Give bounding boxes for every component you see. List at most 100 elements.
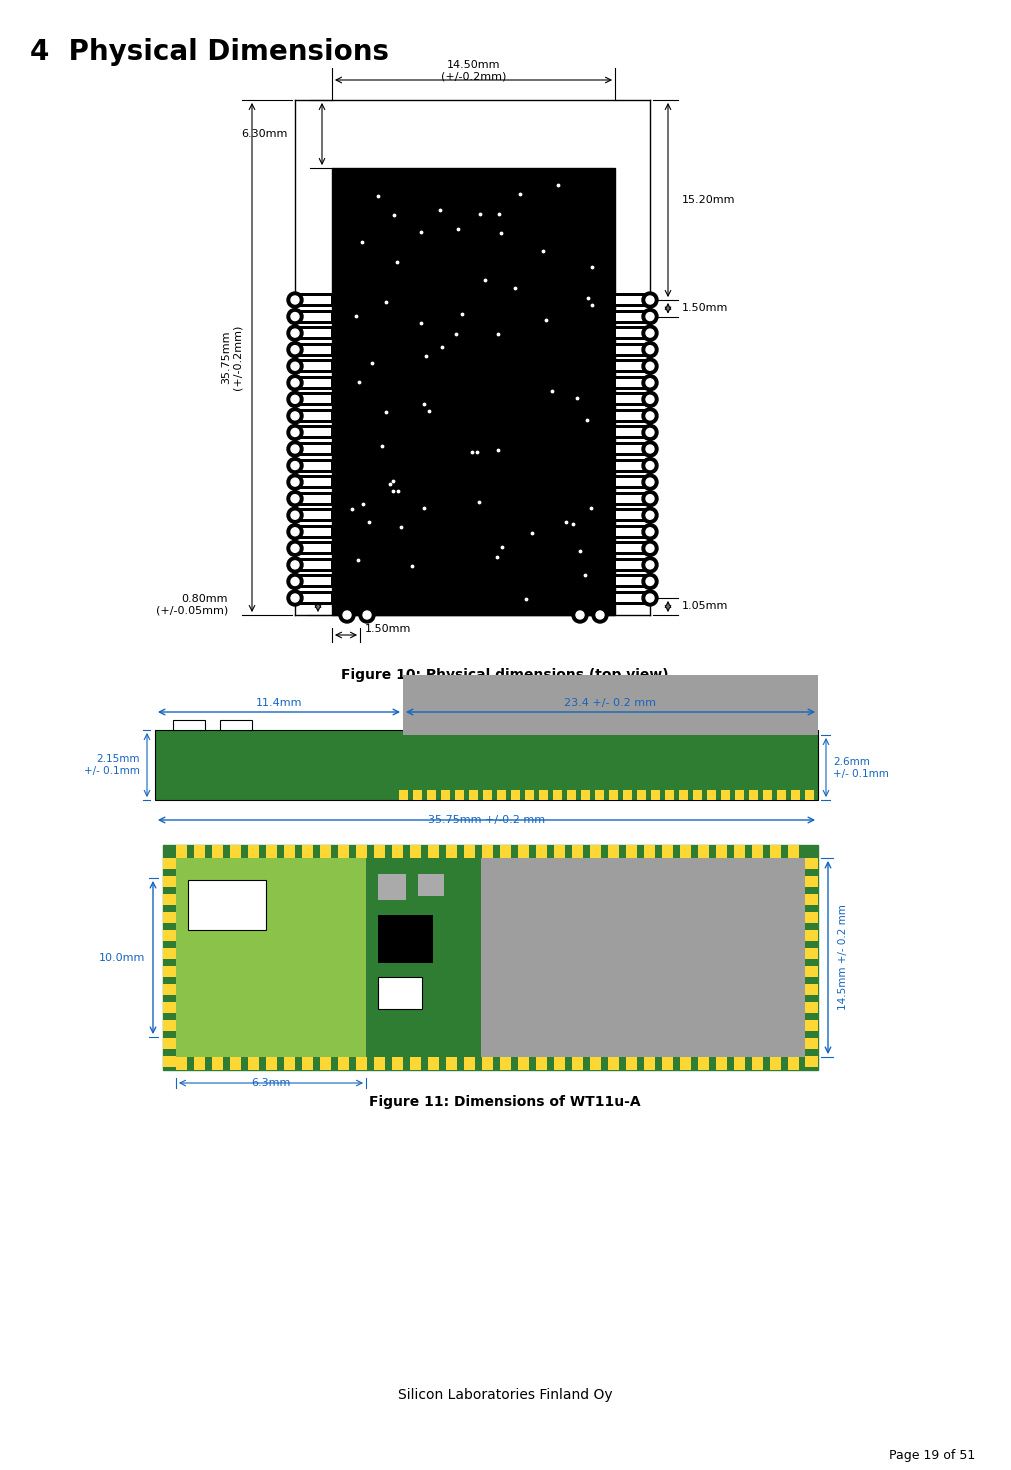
Bar: [615, 409, 650, 423]
Bar: [615, 591, 650, 606]
Bar: [163, 1055, 176, 1067]
Bar: [320, 845, 331, 858]
Circle shape: [291, 528, 299, 535]
Bar: [188, 881, 266, 931]
Bar: [716, 1057, 727, 1070]
Bar: [163, 858, 176, 869]
Bar: [590, 1057, 601, 1070]
Bar: [374, 1057, 385, 1070]
Bar: [163, 1038, 176, 1050]
Bar: [464, 845, 475, 858]
Bar: [295, 541, 332, 556]
Bar: [176, 1057, 187, 1070]
Circle shape: [642, 589, 658, 606]
Circle shape: [642, 507, 658, 523]
Bar: [518, 845, 529, 858]
Circle shape: [291, 544, 299, 553]
Bar: [595, 789, 604, 800]
Bar: [163, 876, 176, 886]
Text: 1.05mm: 1.05mm: [682, 601, 728, 612]
Circle shape: [642, 425, 658, 441]
Bar: [446, 1057, 457, 1070]
Bar: [482, 845, 493, 858]
Bar: [616, 428, 647, 437]
Circle shape: [646, 428, 654, 437]
Circle shape: [287, 341, 303, 357]
Text: 1.50mm: 1.50mm: [365, 623, 411, 634]
Bar: [805, 876, 818, 886]
Circle shape: [291, 478, 299, 487]
Bar: [608, 845, 619, 858]
Circle shape: [287, 523, 303, 539]
Bar: [805, 1020, 818, 1030]
Bar: [212, 1057, 223, 1070]
Bar: [805, 948, 818, 958]
Bar: [338, 1057, 349, 1070]
Bar: [229, 1057, 241, 1070]
Bar: [616, 379, 647, 387]
Circle shape: [291, 295, 299, 304]
Circle shape: [646, 512, 654, 519]
Circle shape: [343, 612, 351, 619]
Bar: [536, 845, 547, 858]
Circle shape: [291, 379, 299, 387]
Bar: [734, 1057, 745, 1070]
Bar: [805, 911, 818, 923]
Circle shape: [291, 445, 299, 453]
Bar: [805, 894, 818, 906]
Bar: [518, 1057, 529, 1070]
Circle shape: [646, 379, 654, 387]
Bar: [298, 313, 331, 320]
Bar: [163, 931, 176, 941]
Bar: [410, 845, 421, 858]
Bar: [295, 359, 332, 373]
Bar: [295, 459, 332, 472]
Bar: [338, 845, 349, 858]
Text: 6.3mm: 6.3mm: [252, 1078, 291, 1088]
Circle shape: [646, 445, 654, 453]
Circle shape: [359, 607, 375, 623]
Bar: [805, 858, 818, 869]
Text: 14.50mm
(+/-0.2mm): 14.50mm (+/-0.2mm): [441, 60, 507, 82]
Bar: [665, 789, 674, 800]
Circle shape: [291, 495, 299, 503]
Bar: [679, 789, 688, 800]
Bar: [295, 343, 332, 357]
Bar: [298, 478, 331, 487]
Circle shape: [642, 523, 658, 539]
Circle shape: [287, 557, 303, 573]
Bar: [298, 562, 331, 569]
Text: Page 19 of 51: Page 19 of 51: [889, 1448, 975, 1461]
Bar: [721, 789, 730, 800]
Bar: [298, 345, 331, 354]
Circle shape: [642, 359, 658, 375]
Circle shape: [287, 325, 303, 341]
Bar: [805, 1003, 818, 1013]
Bar: [680, 845, 691, 858]
Bar: [616, 478, 647, 487]
Circle shape: [642, 541, 658, 556]
Bar: [194, 845, 205, 858]
Bar: [176, 858, 366, 1057]
Bar: [302, 845, 313, 858]
Bar: [616, 495, 647, 503]
Text: 1.50mm: 1.50mm: [682, 303, 728, 313]
Bar: [616, 544, 647, 553]
Bar: [403, 675, 818, 735]
Bar: [615, 559, 650, 572]
Bar: [615, 442, 650, 456]
Bar: [536, 1057, 547, 1070]
Circle shape: [646, 495, 654, 503]
Circle shape: [291, 562, 299, 569]
Bar: [163, 1003, 176, 1013]
Bar: [615, 359, 650, 373]
Bar: [497, 789, 506, 800]
Bar: [615, 425, 650, 440]
Text: Figure 11: Dimensions of WT11u-A: Figure 11: Dimensions of WT11u-A: [369, 1095, 641, 1108]
Bar: [302, 1057, 313, 1070]
Bar: [266, 1057, 277, 1070]
Circle shape: [339, 607, 355, 623]
Bar: [378, 978, 422, 1008]
Circle shape: [646, 544, 654, 553]
Text: Silicon Laboratories Finland Oy: Silicon Laboratories Finland Oy: [397, 1388, 613, 1402]
